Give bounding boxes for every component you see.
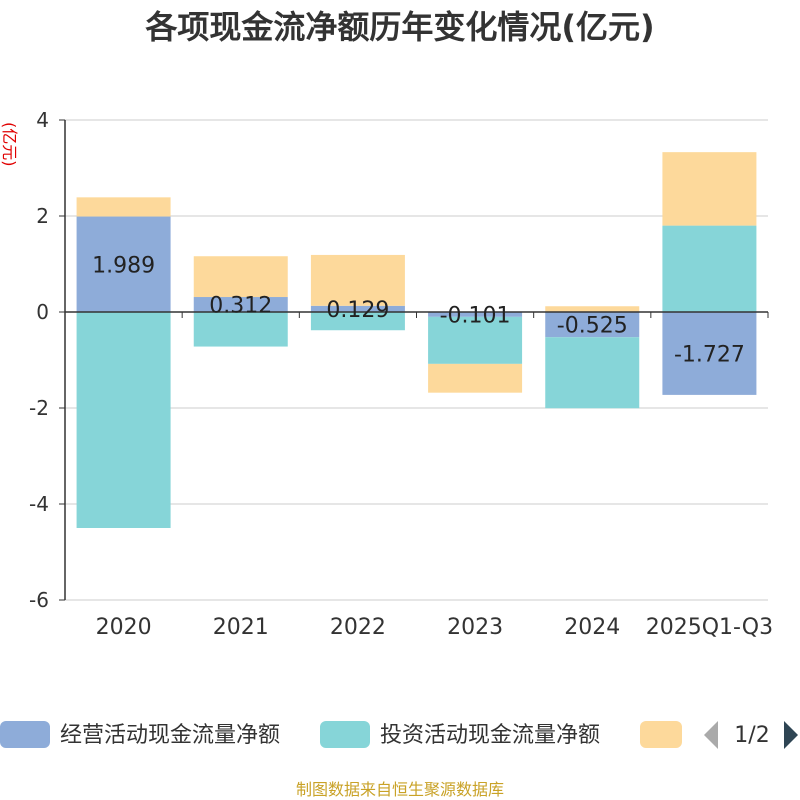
y-tick-label: -6 bbox=[29, 588, 49, 612]
bar-investing-2021[interactable] bbox=[193, 312, 288, 347]
grid-lines bbox=[65, 119, 768, 601]
bar-operating-2022[interactable] bbox=[310, 305, 405, 312]
bar-financing-2025Q1-Q3[interactable] bbox=[662, 152, 757, 226]
chart-title: 各项现金流净额历年变化情况(亿元) bbox=[145, 8, 654, 46]
x-tick-label: 2023 bbox=[447, 615, 503, 640]
legend: 经营活动现金流量净额 投资活动现金流量净额 1/2 bbox=[0, 721, 798, 749]
data-label-operating: 0.129 bbox=[326, 298, 389, 323]
legend-swatch-operating[interactable] bbox=[0, 721, 50, 748]
legend-swatch-investing[interactable] bbox=[320, 721, 370, 748]
y-tick-label: 2 bbox=[36, 204, 49, 228]
bar-financing-2020[interactable] bbox=[76, 197, 171, 217]
bar-operating-2025Q1-Q3[interactable] bbox=[662, 312, 757, 395]
data-labels: 1.989 0.312 0.129 -0.101 -0.525 -1.727 bbox=[92, 253, 745, 367]
x-tick-label: 2022 bbox=[330, 615, 386, 640]
bar-investing-2023[interactable] bbox=[428, 316, 523, 364]
legend-label-operating[interactable]: 经营活动现金流量净额 bbox=[60, 723, 280, 748]
axes: 4 2 0 -2 -4 -6 2020 2021 2022 2023 2024 2025Q1-Q3 bbox=[29, 108, 773, 640]
data-label-operating: -0.525 bbox=[557, 314, 628, 339]
data-source: 制图数据来自恒生聚源数据库 bbox=[296, 780, 504, 799]
bar-investing-2025Q1-Q3[interactable] bbox=[662, 225, 757, 312]
y-tick-label: -4 bbox=[29, 492, 49, 516]
data-label-operating: 1.989 bbox=[92, 253, 155, 278]
legend-next-page-icon[interactable] bbox=[784, 721, 798, 749]
legend-label-investing[interactable]: 投资活动现金流量净额 bbox=[380, 723, 600, 748]
bar-operating-2024[interactable] bbox=[545, 312, 640, 338]
y-tick-label: 0 bbox=[36, 300, 49, 324]
bar-investing-2022[interactable] bbox=[310, 312, 405, 331]
data-label-operating: 0.312 bbox=[209, 294, 272, 319]
y-tick-label: 4 bbox=[36, 108, 49, 132]
bar-investing-2020[interactable] bbox=[76, 312, 171, 528]
x-tick-label: 2024 bbox=[564, 615, 620, 640]
x-tick-label: 2025Q1-Q3 bbox=[646, 615, 773, 640]
legend-swatch-financing[interactable] bbox=[640, 721, 682, 748]
bar-financing-2024[interactable] bbox=[545, 306, 640, 312]
bar-operating-2020[interactable] bbox=[76, 216, 171, 312]
bar-financing-2021[interactable] bbox=[193, 256, 288, 298]
bar-financing-2023[interactable] bbox=[428, 363, 523, 393]
legend-prev-page-icon[interactable] bbox=[704, 721, 718, 749]
data-label-operating: -0.101 bbox=[440, 303, 511, 328]
bar-operating-2021[interactable] bbox=[193, 297, 288, 312]
x-tick-label: 2021 bbox=[213, 615, 269, 640]
bar-financing-2022[interactable] bbox=[310, 254, 405, 306]
bar-operating-2023[interactable] bbox=[428, 312, 523, 317]
bar-investing-2024[interactable] bbox=[545, 337, 640, 409]
x-tick-label: 2020 bbox=[96, 615, 152, 640]
y-axis-label: (亿元) bbox=[0, 122, 19, 167]
y-tick-label: -2 bbox=[29, 396, 49, 420]
legend-page-indicator: 1/2 bbox=[734, 723, 769, 748]
data-label-operating: -1.727 bbox=[674, 342, 745, 367]
bar-series bbox=[76, 152, 757, 528]
